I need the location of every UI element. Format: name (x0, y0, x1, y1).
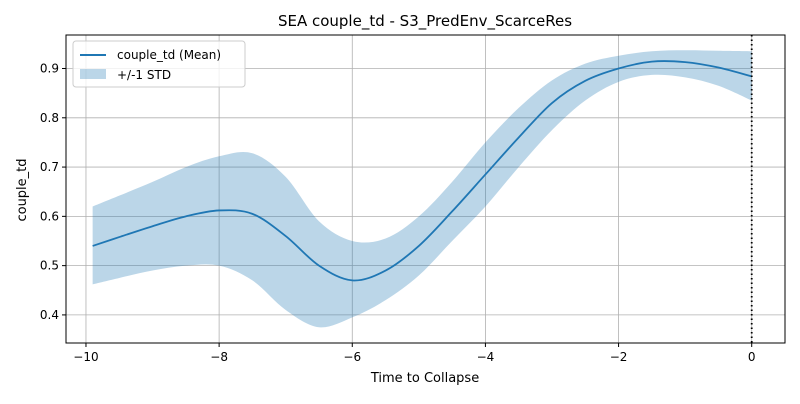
legend-box (72, 40, 246, 88)
y-tick-label: 0.7 (40, 160, 59, 174)
x-tick-label: −4 (477, 350, 495, 364)
x-tick-label: −10 (73, 350, 98, 364)
series-lines (92, 60, 752, 282)
x-axis-ticks: −10 −8 −6 −4 −2 0 (73, 343, 756, 364)
legend-label-mean: couple_td (Mean) (117, 48, 221, 62)
plot-frame (65, 34, 786, 344)
legend: couple_td (Mean) +/-1 STD (72, 40, 246, 88)
y-tick-label: 0.9 (40, 62, 59, 76)
x-tick-label: −6 (343, 350, 361, 364)
std-band-group (92, 50, 752, 328)
std-band (92, 50, 752, 328)
x-axis-label: Time to Collapse (370, 371, 479, 386)
y-tick-label: 0.6 (40, 209, 59, 223)
mean-line (92, 60, 752, 282)
x-tick-label: −8 (210, 350, 228, 364)
y-tick-label: 0.4 (40, 308, 59, 322)
y-axis-ticks: 0.4 0.5 0.6 0.7 0.8 0.9 (40, 62, 66, 322)
chart-title: SEA couple_td - S3_PredEnv_ScarceRes (278, 12, 572, 31)
y-tick-label: 0.8 (40, 111, 59, 125)
x-tick-label: −2 (610, 350, 628, 364)
y-axis-label: couple_td (15, 158, 30, 221)
y-tick-label: 0.5 (40, 259, 59, 273)
x-tick-label: 0 (748, 350, 756, 364)
legend-std-swatch (80, 69, 106, 79)
legend-label-std: +/-1 STD (117, 68, 171, 82)
